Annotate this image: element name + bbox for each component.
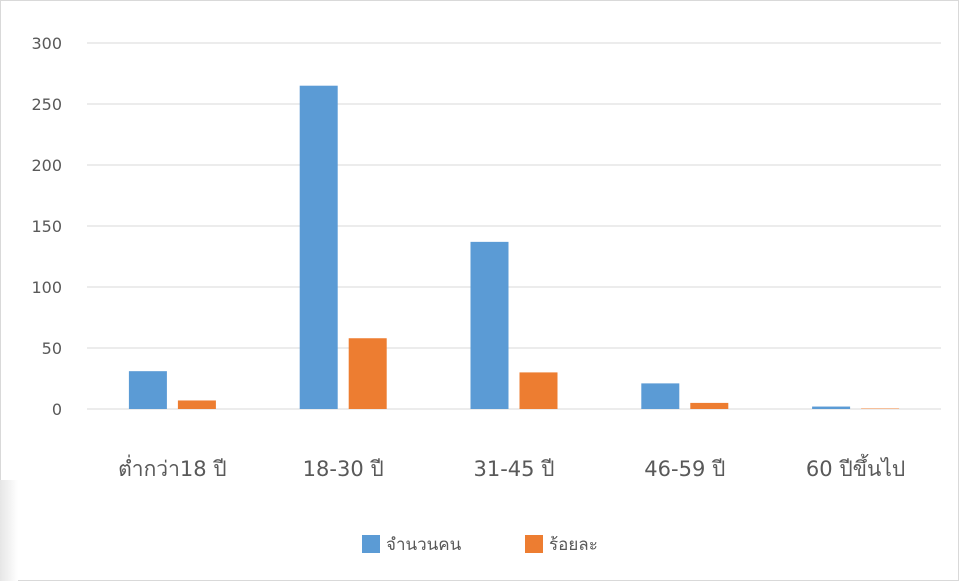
x-axis: ต่ำกว่า18 ปี 18-30 ปี 31-45 ปี 46-59 ปี 60 ป… — [118, 454, 905, 481]
y-tick-label: 200 — [31, 156, 62, 175]
bar-series-1-5 — [812, 406, 851, 409]
x-tick-label: 18-30 ปี — [303, 457, 384, 481]
x-tick-label: 46-59 ปี — [644, 457, 725, 481]
y-tick-label: 0 — [52, 400, 62, 419]
bar-series-1-1 — [128, 371, 167, 409]
bar-series-1-3 — [470, 241, 509, 409]
y-axis: 0 50 100 150 200 250 300 — [31, 34, 62, 419]
legend-swatch — [362, 535, 380, 553]
legend-label: จำนวนคน — [386, 535, 462, 555]
bar-series-2-2 — [348, 338, 387, 409]
x-tick-label: ต่ำกว่า18 ปี — [118, 454, 226, 481]
y-tick-label: 50 — [42, 339, 62, 358]
page-shadow — [0, 480, 18, 581]
legend-label: ร้อยละ — [549, 535, 598, 555]
y-tick-label: 100 — [31, 278, 62, 297]
y-tick-label: 150 — [31, 217, 62, 236]
bar-series-1-4 — [641, 383, 680, 409]
x-tick-label: 60 ปีขึ้นไป — [806, 454, 905, 481]
y-tick-label: 250 — [31, 95, 62, 114]
bars — [128, 85, 900, 409]
x-tick-label: 31-45 ปี — [473, 457, 554, 481]
gridlines — [87, 42, 941, 410]
y-tick-label: 300 — [31, 34, 62, 53]
bar-series-2-1 — [177, 400, 216, 409]
bar-series-1-2 — [299, 85, 338, 409]
legend: จำนวนคน ร้อยละ — [362, 535, 598, 555]
bar-series-2-3 — [519, 372, 558, 409]
bar-series-2-4 — [690, 402, 729, 409]
legend-swatch — [525, 535, 543, 553]
